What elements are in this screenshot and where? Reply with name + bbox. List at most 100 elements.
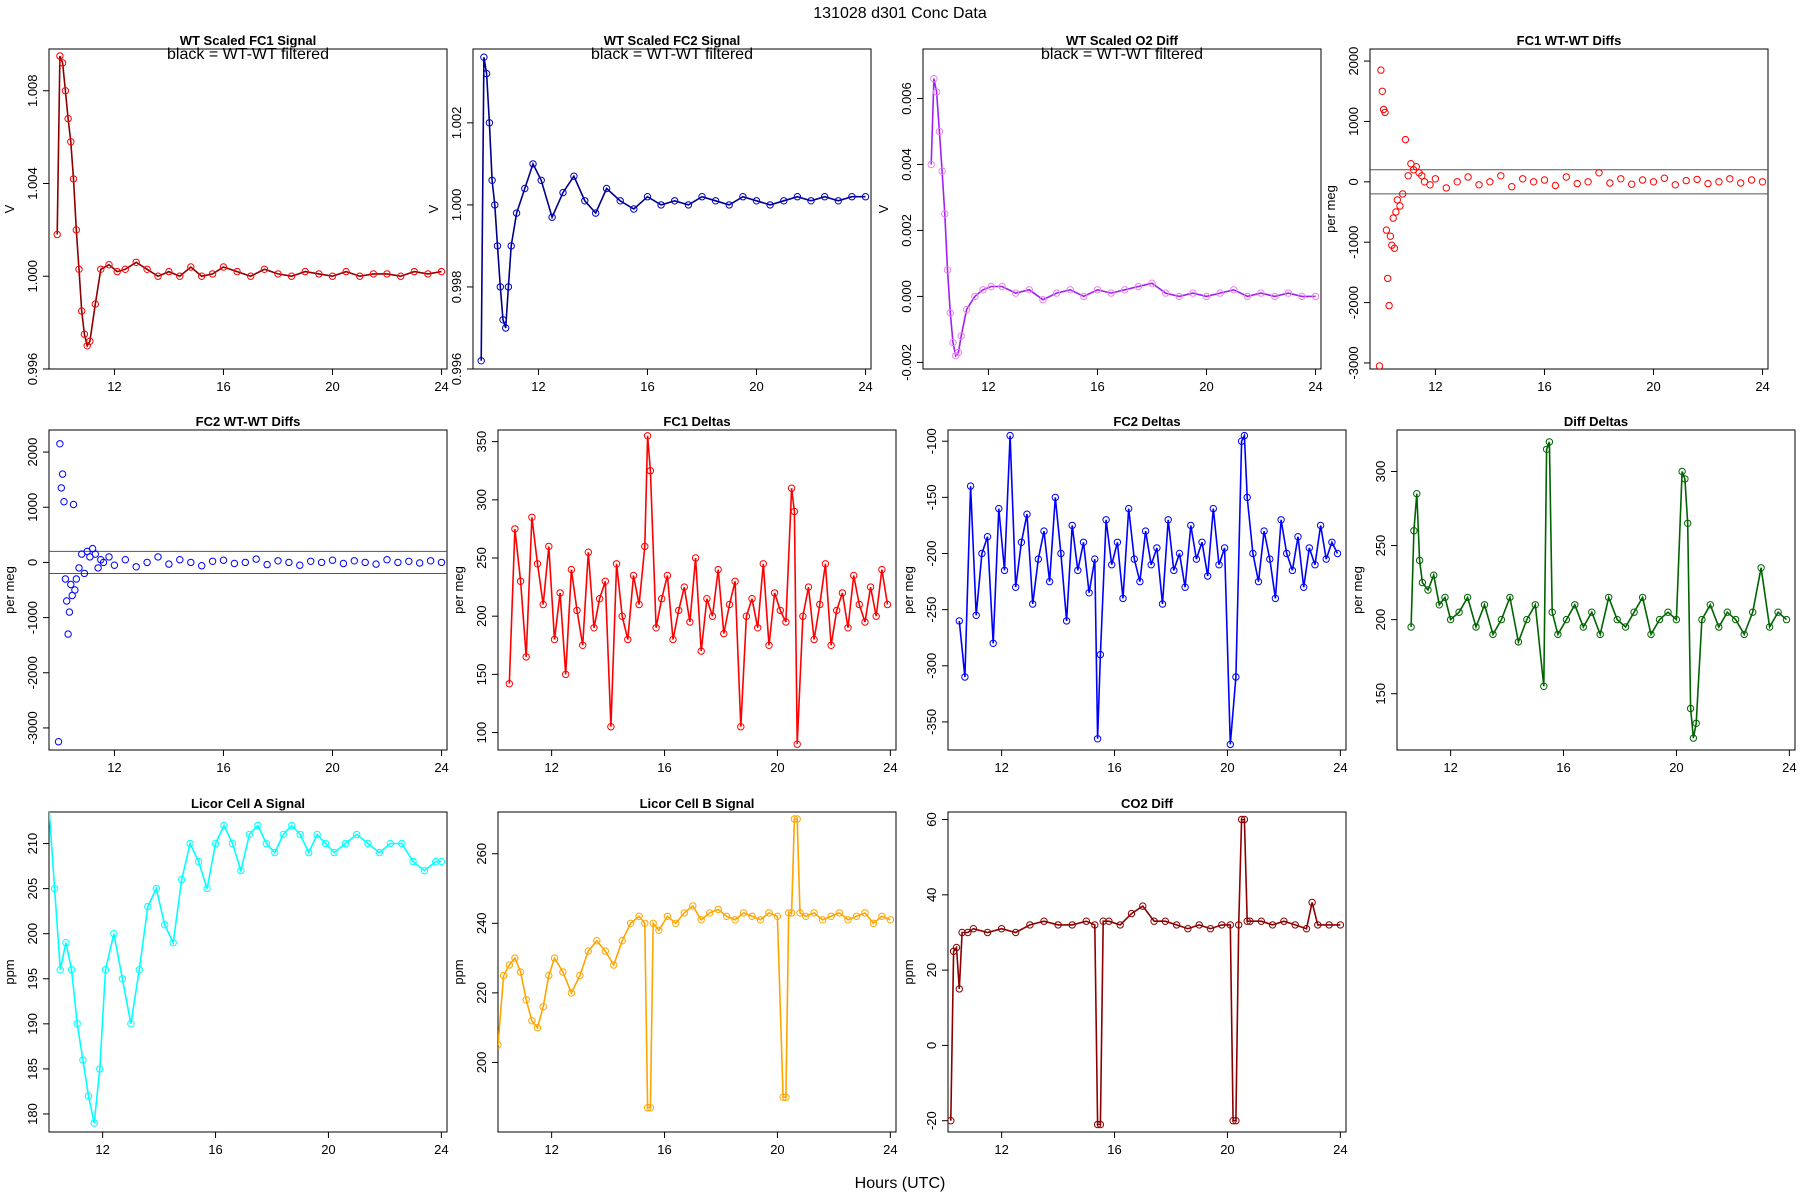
data-point (754, 624, 762, 632)
data-point (50, 884, 59, 893)
data-point (766, 201, 774, 209)
x-tick-label: 12 (994, 1142, 1008, 1157)
data-point (567, 565, 576, 574)
data-point (1080, 292, 1088, 301)
data-point (941, 210, 949, 218)
data-point (1562, 173, 1571, 181)
data-point (328, 556, 337, 564)
data-point (1082, 917, 1091, 925)
data-point (1606, 179, 1614, 187)
data-point (1325, 921, 1333, 929)
data-point (838, 589, 847, 597)
y-tick-label: -300 (924, 653, 939, 679)
x-tick-label: 24 (883, 1142, 897, 1157)
data-point (559, 188, 567, 197)
data-point (1782, 615, 1791, 624)
data-point (737, 723, 745, 731)
y-tick-label: 1.004 (25, 167, 40, 200)
y-tick-label: 0.000 (899, 280, 914, 313)
data-point (491, 201, 499, 209)
data-point (1715, 623, 1723, 631)
data-point (1311, 561, 1319, 569)
data-point (725, 600, 734, 609)
data-point (143, 265, 151, 273)
data-point (1551, 181, 1560, 190)
figure-xlabel: Hours (UTC) (855, 1175, 946, 1192)
plot-area (505, 432, 892, 748)
data-point (722, 912, 731, 920)
data-point (1758, 178, 1767, 186)
data-point (680, 583, 688, 591)
y-tick-label: 60 (924, 812, 939, 826)
data-point (1187, 521, 1195, 530)
data-point (262, 839, 270, 848)
data-point (684, 201, 693, 209)
data-point (398, 839, 406, 848)
data-point (71, 586, 79, 594)
plot-area (927, 75, 1320, 360)
data-point (593, 937, 601, 945)
data-point (1294, 533, 1302, 541)
data-point (672, 919, 680, 927)
data-point (804, 583, 813, 591)
data-point (1514, 638, 1523, 646)
data-point (643, 1104, 652, 1112)
data-point (1464, 173, 1472, 181)
data-point (105, 553, 113, 561)
data-point (84, 1092, 93, 1100)
data-point (570, 172, 578, 180)
data-point (1529, 178, 1538, 186)
data-point (691, 554, 700, 562)
data-point (533, 1024, 542, 1032)
plot-frame (48, 48, 448, 370)
y-tick-label: 195 (25, 968, 40, 990)
data-point (930, 75, 938, 83)
data-point (1305, 544, 1314, 552)
data-point (488, 176, 496, 185)
data-point (187, 558, 195, 567)
x-tick-label: 12 (1428, 379, 1442, 394)
data-point (869, 919, 878, 927)
data-point (230, 559, 239, 568)
data-point (1595, 169, 1603, 177)
data-point (979, 286, 987, 294)
series-line (930, 78, 1316, 358)
data-point (73, 1020, 81, 1028)
y-axis-label: ppm (451, 959, 466, 984)
y-axis-label: per meg (901, 566, 916, 614)
data-point (1540, 682, 1548, 690)
data-point (1382, 226, 1391, 234)
data-point (1085, 589, 1093, 597)
data-point (697, 916, 705, 924)
series-line (950, 818, 1341, 1126)
data-point (765, 641, 773, 649)
data-point (1540, 176, 1549, 184)
data-point (714, 905, 722, 914)
data-point (1480, 601, 1489, 609)
data-point (573, 606, 581, 615)
data-point (1314, 921, 1322, 929)
data-point (1107, 289, 1115, 297)
data-point (522, 996, 530, 1004)
plot-frame (48, 811, 448, 1133)
panel-title: FC2 Deltas (1113, 414, 1180, 429)
panel-title: Licor Cell B Signal (640, 796, 755, 811)
data-point (165, 560, 173, 568)
data-point (511, 525, 519, 533)
data-point (1638, 176, 1647, 184)
data-point (1740, 630, 1748, 639)
data-point (339, 559, 348, 568)
data-point (793, 193, 802, 201)
data-point (1571, 601, 1579, 609)
data-point (1062, 617, 1071, 625)
y-tick-label: 0 (25, 559, 40, 566)
data-point (983, 928, 992, 937)
x-tick-label: 20 (1220, 1142, 1234, 1157)
data-point (219, 263, 228, 271)
data-point (1091, 921, 1099, 929)
data-point (658, 595, 666, 603)
data-point (504, 283, 513, 291)
data-point (1302, 925, 1311, 933)
data-point (1378, 87, 1387, 96)
data-point (952, 943, 961, 952)
